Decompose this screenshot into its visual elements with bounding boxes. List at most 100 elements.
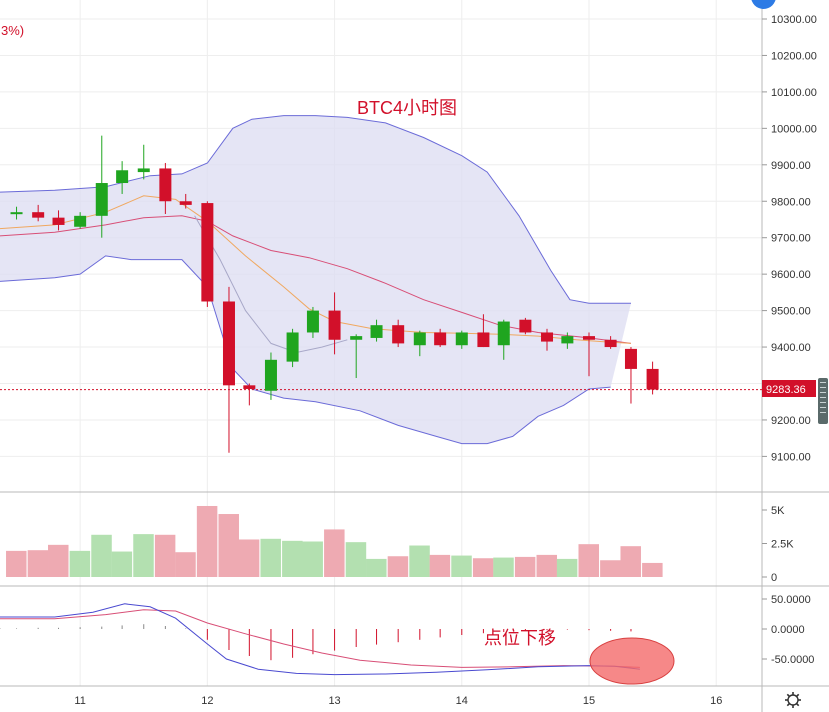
candle-body <box>350 336 363 340</box>
candle-body <box>519 319 532 333</box>
candle-body <box>392 325 405 344</box>
volume-bar <box>27 550 49 577</box>
volume-bar <box>91 534 112 577</box>
price-tick-label: 10100.00 <box>771 87 817 99</box>
price-tick-label: 9700.00 <box>771 233 811 245</box>
volume-bar <box>218 514 239 577</box>
volume-bar <box>642 562 663 577</box>
gear-icon-teeth <box>785 692 801 708</box>
volume-bar <box>154 534 176 577</box>
volume-bar <box>133 534 154 577</box>
candle-body <box>95 183 108 216</box>
volume-bar <box>620 546 641 577</box>
candle-body <box>541 332 554 342</box>
time-tick-label: 14 <box>456 695 468 707</box>
volume-bar <box>48 544 69 577</box>
volume-tick-label: 0 <box>771 572 777 584</box>
candle-body <box>561 336 574 344</box>
price-tick-label: 10300.00 <box>771 14 817 26</box>
candle-body <box>306 310 319 333</box>
price-tag: 9283.36 <box>762 380 816 397</box>
volume-bar <box>493 557 514 577</box>
volume-bar <box>451 555 472 577</box>
macd-tick-label: 50.0000 <box>771 594 811 606</box>
candle-body <box>137 168 150 173</box>
price-tick-label: 9100.00 <box>771 451 811 463</box>
time-tick-label: 16 <box>710 695 722 707</box>
price-tick-label: 9800.00 <box>771 196 811 208</box>
volume-bar <box>387 556 409 577</box>
volume-bar <box>578 544 599 577</box>
volume-bar <box>409 545 430 577</box>
volume-tick-label: 2.5K <box>771 539 794 551</box>
scroll-handle[interactable] <box>818 378 828 424</box>
time-tick-label: 15 <box>583 695 595 707</box>
volume-bar <box>282 540 303 577</box>
candle-body <box>582 336 595 340</box>
volume-tick-label: 5K <box>771 505 785 517</box>
bollinger-lower <box>0 255 611 445</box>
circle-badge[interactable] <box>751 0 776 9</box>
candle-body <box>264 359 277 391</box>
volume-bar <box>175 552 196 577</box>
candle-body <box>624 348 637 369</box>
volume-bar <box>302 541 323 577</box>
candle-body <box>455 332 468 346</box>
volume-bar <box>536 554 558 577</box>
candle-body <box>116 170 129 184</box>
candle-body <box>604 339 617 348</box>
last-price-label: 9283.36 <box>766 384 806 396</box>
price-tick-label: 9900.00 <box>771 160 811 172</box>
price-tick-label: 9200.00 <box>771 415 811 427</box>
candle-body <box>52 217 65 225</box>
volume-bar <box>69 550 91 577</box>
macd-tick-label: -50.0000 <box>771 654 814 666</box>
volume-bar <box>6 550 27 577</box>
macd-panel <box>0 603 675 685</box>
volume-bar <box>366 558 387 577</box>
macd-annotation: 点位下移 <box>484 628 556 648</box>
volume-bar <box>472 558 494 577</box>
time-tick-label: 11 <box>74 695 85 707</box>
macd-signal-line <box>0 609 640 668</box>
price-tick-label: 10200.00 <box>771 50 817 62</box>
price-tick-label: 9600.00 <box>771 269 811 281</box>
candle-body <box>10 212 23 215</box>
candle-body <box>497 321 510 346</box>
time-tick-label: 13 <box>328 695 340 707</box>
volume-bar <box>345 542 367 577</box>
candle-body <box>477 332 490 348</box>
volume-bar <box>556 558 578 577</box>
candle-body <box>328 310 341 340</box>
candle-body <box>413 332 426 346</box>
volume-bar <box>260 538 281 577</box>
volume-bar <box>429 554 451 577</box>
candle-body <box>370 325 383 338</box>
price-tick-label: 9500.00 <box>771 306 811 318</box>
candle-body <box>179 201 192 205</box>
candle-body <box>159 168 172 202</box>
candle-body <box>646 368 659 390</box>
volume-bar <box>600 560 621 577</box>
chart-title: BTC4小时图 <box>357 98 457 118</box>
ma-mid-line <box>194 215 348 354</box>
candle-body <box>243 385 256 389</box>
axes: 10300.00 10200.00 10100.00 10000.00 9900.00 9… <box>74 14 816 707</box>
volume-bar <box>111 551 133 577</box>
macd-line <box>0 603 640 676</box>
candle-body <box>32 212 45 218</box>
macd-tick-label: 0.0000 <box>771 624 805 636</box>
gear-icon[interactable] <box>785 692 801 708</box>
volume-bar <box>196 505 218 577</box>
candle-body <box>434 332 447 346</box>
highlight-ellipse <box>589 637 675 685</box>
change-percent-text: 3%) <box>1 23 24 38</box>
volume-bar <box>514 556 536 577</box>
price-tick-label: 10000.00 <box>771 123 817 135</box>
candle-body <box>201 203 214 302</box>
price-tick-label: 9400.00 <box>771 342 811 354</box>
price-tag-bg <box>762 380 816 397</box>
volume-bar <box>238 539 260 577</box>
candles <box>10 135 659 453</box>
